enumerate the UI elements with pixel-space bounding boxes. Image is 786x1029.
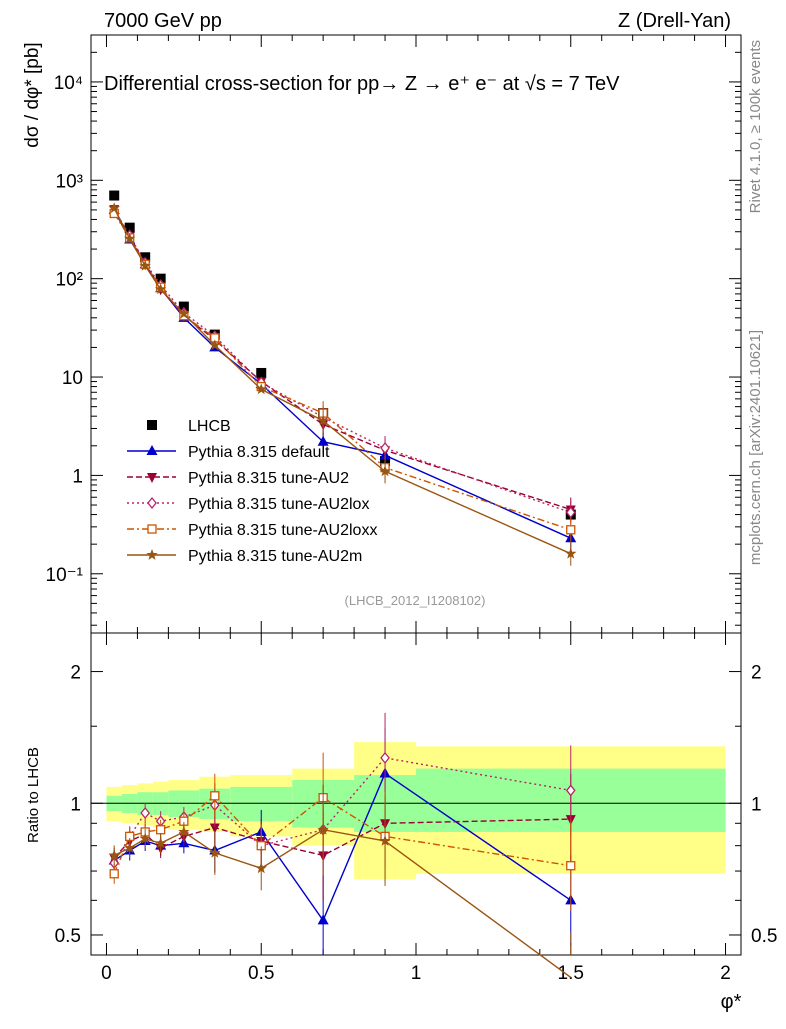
data-point: [255, 383, 267, 395]
series-4: [109, 208, 576, 542]
ratio-point: [155, 825, 166, 835]
data-point: [108, 202, 120, 214]
analysis-watermark: (LHCB_2012_I1208102): [345, 593, 486, 608]
main-title: Differential cross-section for pp→ Z → e…: [104, 73, 620, 95]
ratio-point: [178, 825, 190, 837]
ratio-y-axis-label: Ratio to LHCB: [25, 747, 42, 843]
data-point: [380, 441, 390, 455]
main-y-tick-label: 10⁴: [54, 73, 83, 94]
ratio-point: [317, 914, 329, 925]
legend-marker: [147, 420, 157, 430]
legend-marker: [146, 549, 158, 560]
data-point: [565, 547, 577, 559]
x-tick-label: 1.5: [558, 963, 584, 984]
ratio-line: [113, 818, 571, 859]
ratio-point: [317, 823, 329, 835]
legend-marker: [147, 524, 157, 534]
ratio-line: [113, 794, 571, 875]
main-y-tick-label: 10³: [56, 171, 83, 192]
legend-label: Pythia 8.315 tune-AU2: [188, 470, 349, 487]
data-point: [155, 273, 166, 284]
legend-label: Pythia 8.315 tune-AU2lox: [188, 496, 369, 513]
main-y-tick-label: 1: [72, 466, 83, 487]
data-point: [379, 465, 391, 477]
x-tick-label: 0: [101, 963, 112, 984]
legend-marker: [147, 473, 157, 483]
ratio-point: [566, 861, 576, 871]
data-point: [317, 414, 329, 426]
legend: LHCB Pythia 8.315 default Pythia 8.315 tun…: [127, 418, 377, 565]
series-line: [113, 210, 572, 514]
data-point: [566, 525, 576, 535]
main-y-axis-label: dσ / dφ* [pb]: [22, 42, 43, 147]
ratio-y-tick-label: 0.5: [55, 926, 81, 947]
legend-marker: [146, 445, 158, 455]
main-panel: 10⁻¹ 1 10 10² 10³ 10⁴: [46, 34, 742, 634]
header-left: 7000 GeV pp: [104, 10, 222, 32]
ratio-point: [154, 837, 167, 849]
data-point: [139, 259, 151, 271]
ratio-point: [140, 806, 150, 820]
ratio-point: [108, 849, 120, 861]
main-y-tick-label: 10: [62, 368, 83, 389]
ratio-point: [209, 823, 220, 834]
header-right: Z (Drell-Yan): [618, 10, 731, 32]
ratio-point: [565, 784, 576, 797]
series-line: [113, 207, 572, 555]
ratio-y-tick-label-right: 0.5: [751, 926, 777, 947]
ratio-series-4: [108, 784, 572, 978]
legend-marker: [147, 496, 157, 510]
data-point: [565, 506, 576, 519]
ratio-y-tick-label: 1: [70, 794, 81, 815]
legend-label: Pythia 8.315 tune-AU2loxx: [188, 522, 377, 539]
ratio-y-tick-label: 2: [70, 663, 81, 684]
main-frame-border: [90, 34, 742, 634]
x-tick-label: 2: [720, 963, 731, 984]
data-point: [154, 283, 167, 295]
ratio-point: [109, 869, 119, 879]
ratio-y-tick-label-right: 2: [751, 663, 762, 684]
data-point: [317, 435, 329, 446]
ratio-point: [210, 791, 220, 801]
ratio-point: [209, 846, 221, 858]
series-line: [113, 208, 572, 511]
ratio-line: [113, 757, 571, 864]
mcplots-label: mcplots.cern.ch [arXiv:2401.10621]: [747, 330, 764, 565]
ratio-point: [255, 862, 267, 874]
ratio-y-tick-label-right: 1: [751, 794, 762, 815]
rivet-version-label: Rivet 4.1.0, ≥ 100k events: [747, 40, 764, 213]
ratio-point: [379, 835, 391, 846]
x-tick-label: 0.5: [248, 963, 274, 984]
data-point: [124, 232, 136, 244]
x-tick-label: 1: [411, 963, 422, 984]
ratio-point: [380, 751, 390, 764]
ratio-point: [139, 832, 151, 844]
data-point: [178, 301, 189, 312]
data-point: [109, 190, 120, 201]
ratio-panel: 0 0.5 1 1.5 2 0.5 0.5 1 1 2 2: [55, 632, 777, 984]
series-line: [113, 209, 572, 539]
legend-label: LHCB: [188, 418, 231, 435]
data-point: [178, 307, 190, 319]
main-y-tick-label: 10⁻¹: [46, 565, 84, 586]
data-point: [209, 339, 221, 351]
main-y-tick-label: 10²: [56, 270, 83, 291]
data-point: [124, 222, 135, 233]
ratio-line: [113, 772, 572, 922]
ratio-point: [124, 842, 136, 853]
ratio-line: [113, 828, 572, 978]
x-axis-label: φ*: [721, 991, 742, 1013]
data-point: [256, 367, 267, 378]
legend-label: Pythia 8.315 tune-AU2m: [188, 548, 362, 565]
series-5: [108, 202, 577, 566]
legend-label: Pythia 8.315 default: [188, 444, 330, 461]
